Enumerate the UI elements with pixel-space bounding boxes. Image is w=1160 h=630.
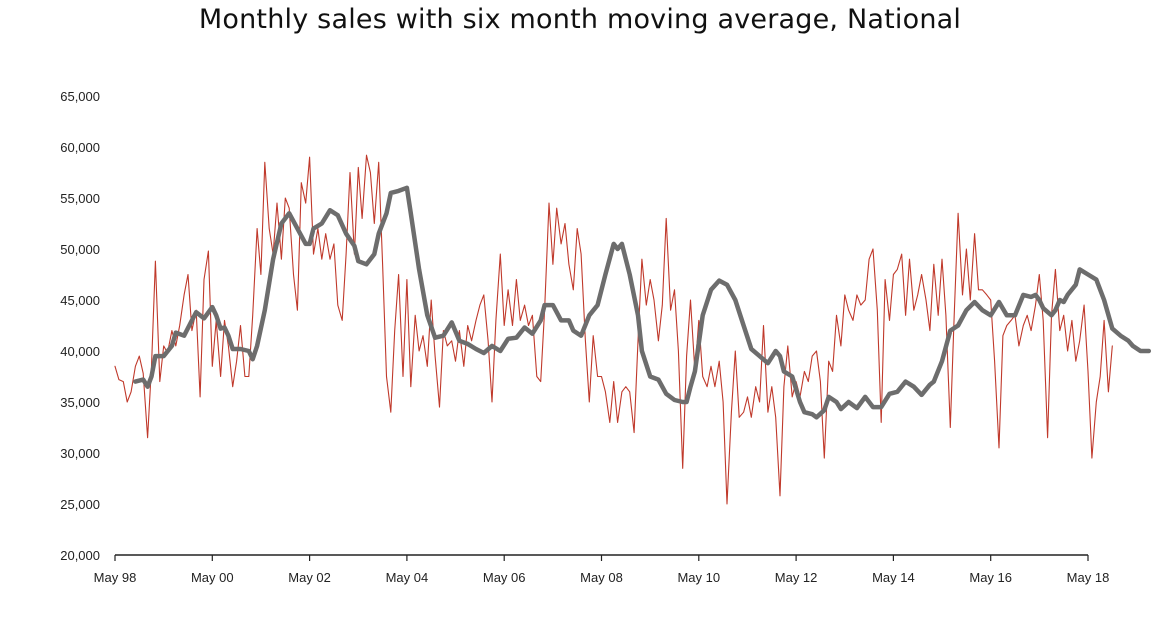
- y-tick-label: 25,000: [60, 497, 100, 512]
- x-tick-label: May 00: [191, 570, 234, 585]
- x-tick-label: May 04: [386, 570, 429, 585]
- x-tick-label: May 16: [969, 570, 1012, 585]
- y-tick-label: 20,000: [60, 548, 100, 563]
- y-tick-label: 50,000: [60, 242, 100, 257]
- x-tick-label: May 02: [288, 570, 331, 585]
- x-tick-label: May 12: [775, 570, 818, 585]
- x-tick-label: May 14: [872, 570, 915, 585]
- y-tick-label: 55,000: [60, 191, 100, 206]
- series-layer: [114, 154, 1152, 505]
- x-tick-label: May 08: [580, 570, 623, 585]
- y-tick-label: 30,000: [60, 446, 100, 461]
- moving-average-line: [133, 185, 1152, 420]
- x-tick-label: May 06: [483, 570, 526, 585]
- y-tick-label: 40,000: [60, 344, 100, 359]
- y-tick-label: 60,000: [60, 140, 100, 155]
- x-tick-label: May 98: [94, 570, 137, 585]
- chart-title: Monthly sales with six month moving aver…: [198, 4, 962, 35]
- x-tick-label: May 18: [1067, 570, 1110, 585]
- axis-layer: 20,000 25,000 30,000 35,000 40,000 45,000 50,0…: [60, 89, 1109, 585]
- y-tick-label: 65,000: [60, 89, 100, 104]
- x-tick-label: May 10: [677, 570, 720, 585]
- y-tick-label: 45,000: [60, 293, 100, 308]
- monthly-sales-line: [114, 154, 1113, 505]
- y-tick-label: 35,000: [60, 395, 100, 410]
